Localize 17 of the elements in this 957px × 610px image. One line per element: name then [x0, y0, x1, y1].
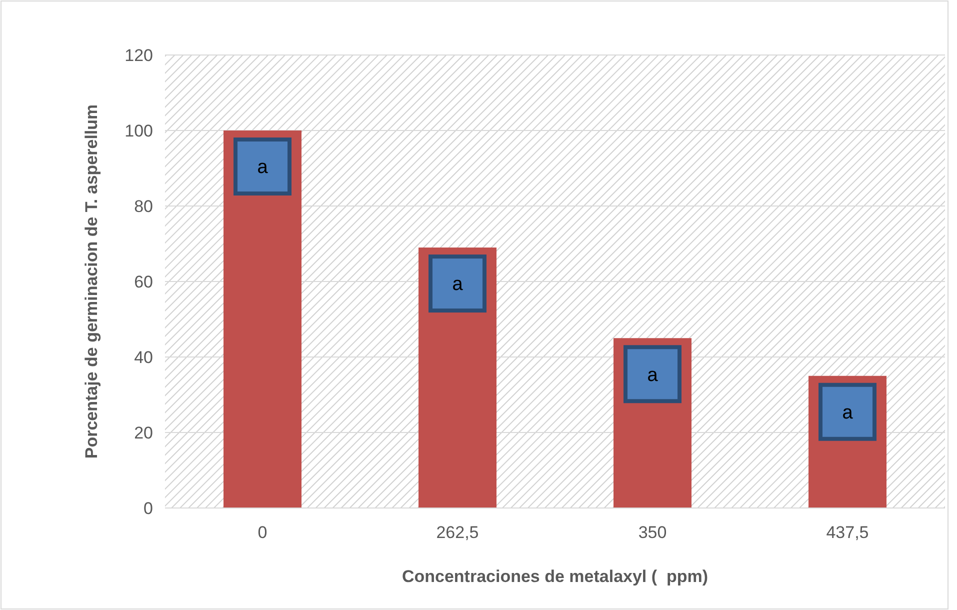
y-tick-label: 40 [134, 348, 153, 367]
y-tick-label: 120 [124, 46, 153, 65]
x-tick-label: 0 [258, 523, 268, 542]
y-tick-label: 100 [124, 121, 153, 140]
annotation: a [452, 274, 464, 296]
annotation: a [647, 364, 658, 386]
y-tick-label: 20 [134, 423, 153, 442]
x-tick-label: 350 [638, 523, 667, 542]
y-tick-label: 80 [134, 196, 153, 216]
x-axis-title: Concentraciones de metalaxyl ( ppm) [402, 567, 708, 586]
y-tick-label: 60 [134, 272, 153, 292]
y-tick-label: 0 [144, 498, 153, 518]
annotation: a [257, 157, 268, 178]
y-axis-title: Porcentaje de germinacion de T. asperellum [82, 104, 101, 459]
x-tick-label: 437,5 [826, 523, 869, 542]
annotation: a [842, 402, 854, 424]
x-tick-label: 262,5 [436, 523, 479, 542]
